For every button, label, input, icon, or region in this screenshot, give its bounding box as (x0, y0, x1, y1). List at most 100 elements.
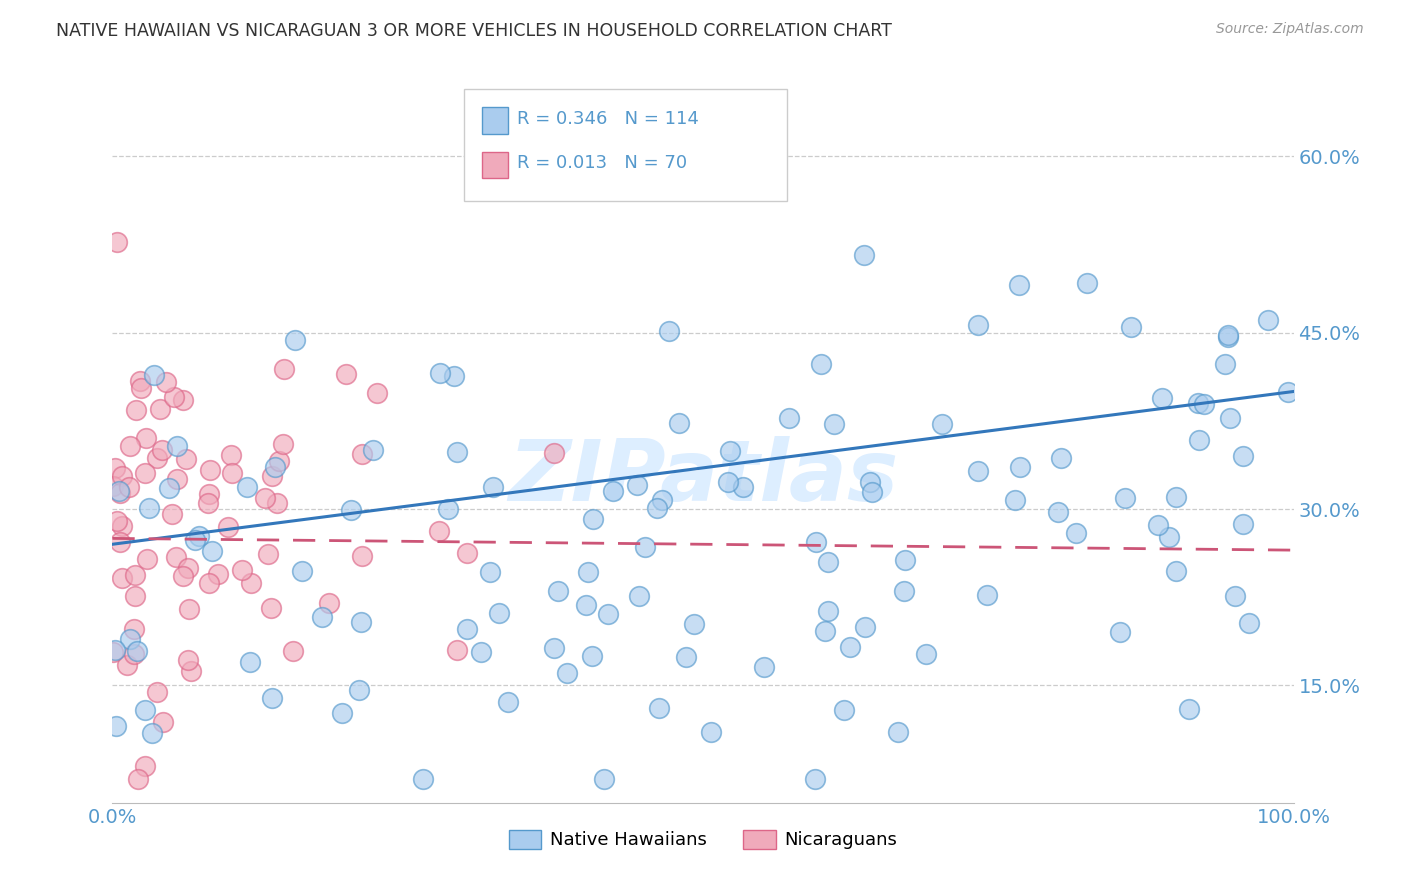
Point (262, 468, 284, 483)
Point (239, 656, 262, 670)
Point (1187, 396, 1209, 410)
Point (482, 480, 505, 494)
Point (118, 632, 141, 647)
Point (231, 564, 253, 578)
Point (839, 640, 862, 654)
Point (262, 691, 284, 706)
Point (478, 566, 501, 580)
Point (852, 247, 875, 261)
Point (496, 695, 519, 709)
Point (160, 507, 183, 521)
Point (1004, 493, 1026, 508)
Point (240, 576, 263, 591)
Point (1277, 385, 1299, 400)
Point (547, 584, 569, 599)
Point (1232, 517, 1254, 532)
Point (146, 451, 169, 466)
Point (125, 403, 148, 417)
Point (446, 445, 468, 459)
Point (576, 566, 599, 580)
Point (201, 544, 224, 558)
Point (967, 318, 990, 332)
Text: R = 0.346   N = 114: R = 0.346 N = 114 (517, 110, 699, 128)
Point (543, 640, 565, 655)
Point (177, 602, 200, 616)
Point (174, 451, 197, 466)
Point (273, 362, 295, 376)
Point (152, 715, 174, 730)
Point (101, 644, 124, 658)
Point (127, 772, 149, 787)
Point (1119, 319, 1142, 334)
Point (172, 393, 194, 408)
Point (1150, 392, 1173, 406)
Point (915, 647, 938, 661)
Point (235, 480, 257, 494)
Point (363, 442, 385, 457)
Point (467, 162, 489, 177)
Point (155, 375, 177, 389)
Point (105, 514, 128, 528)
Point (1216, 327, 1239, 342)
Point (1147, 517, 1170, 532)
Point (1166, 491, 1188, 505)
Point (115, 658, 138, 673)
Point (648, 701, 671, 715)
Point (267, 454, 290, 468)
Point (1114, 491, 1136, 506)
Point (1008, 460, 1031, 475)
Point (124, 590, 146, 604)
Point (626, 478, 648, 492)
Point (814, 624, 837, 639)
Text: R = 0.013   N = 70: R = 0.013 N = 70 (517, 154, 688, 172)
Point (221, 467, 243, 481)
Point (111, 469, 134, 483)
Point (165, 550, 187, 565)
Point (675, 649, 697, 664)
Point (778, 410, 800, 425)
Point (131, 381, 153, 395)
Point (1232, 449, 1254, 463)
Point (352, 446, 374, 460)
Point (488, 607, 510, 621)
Point (149, 401, 172, 416)
Point (257, 547, 280, 561)
Text: NATIVE HAWAIIAN VS NICARAGUAN 3 OR MORE VEHICLES IN HOUSEHOLD CORRELATION CHART: NATIVE HAWAIIAN VS NICARAGUAN 3 OR MORE … (56, 22, 893, 40)
Point (180, 665, 202, 679)
Point (347, 682, 370, 697)
Point (110, 486, 132, 500)
Point (1159, 530, 1181, 544)
Point (1108, 624, 1130, 639)
Point (893, 584, 915, 599)
Point (543, 445, 565, 459)
Point (217, 520, 239, 534)
Point (188, 529, 211, 543)
Point (129, 374, 152, 388)
Point (1047, 505, 1070, 519)
Point (291, 564, 314, 578)
Point (141, 726, 163, 740)
Point (105, 719, 128, 733)
Point (1076, 277, 1098, 291)
Point (1192, 397, 1215, 411)
Point (1066, 526, 1088, 541)
Point (135, 552, 157, 566)
Point (596, 607, 619, 622)
Text: Source: ZipAtlas.com: Source: ZipAtlas.com (1216, 22, 1364, 37)
Point (1223, 590, 1246, 604)
Point (1050, 451, 1073, 466)
Point (177, 652, 200, 666)
Point (134, 759, 156, 773)
Point (340, 503, 363, 517)
Point (105, 235, 128, 249)
Point (125, 643, 148, 657)
Point (859, 475, 882, 489)
Point (260, 601, 283, 615)
Point (104, 643, 127, 657)
Point (602, 483, 624, 498)
Point (177, 561, 200, 575)
Point (443, 368, 465, 383)
Point (931, 417, 953, 432)
Point (658, 325, 681, 339)
Point (853, 620, 876, 634)
